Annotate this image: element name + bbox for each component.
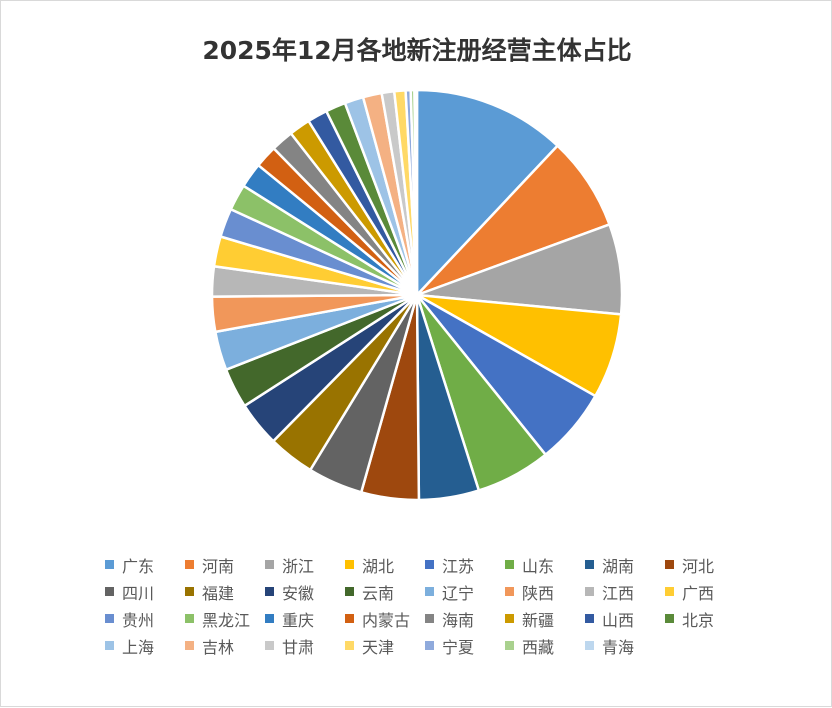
legend-label: 陕西 [522,583,555,603]
legend-swatch [585,641,594,650]
legend-item: 山东 [505,551,585,578]
legend-label: 山东 [522,556,555,576]
legend-item: 辽宁 [425,578,505,605]
legend-label: 山西 [602,610,635,630]
legend-item: 广西 [665,578,745,605]
legend-item: 海南 [425,605,505,632]
legend-label: 广西 [682,583,715,603]
legend-item: 陕西 [505,578,585,605]
legend-label: 新疆 [522,610,555,630]
legend-item: 浙江 [265,551,345,578]
legend-item: 湖北 [345,551,425,578]
legend-swatch [185,614,194,623]
legend-swatch [265,641,274,650]
legend-label: 河北 [682,556,715,576]
legend-item: 河北 [665,551,745,578]
legend-label: 湖北 [362,556,395,576]
legend-label: 黑龙江 [202,610,251,630]
legend-item: 江苏 [425,551,505,578]
legend-swatch [425,560,434,569]
legend: 广东 河南 浙江 湖北 江苏 山东 湖南 河北四川 福建 安徽 云南 辽宁 陕西 江西 广西贵州 黑龙江 重庆 内… [105,551,745,659]
legend-label: 福建 [202,583,235,603]
legend-swatch [505,641,514,650]
legend-item: 北京 [665,605,745,632]
legend-label: 河南 [202,556,235,576]
legend-item: 黑龙江 [185,605,265,632]
legend-item: 宁夏 [425,632,505,659]
legend-swatch [105,641,114,650]
legend-label: 北京 [682,610,715,630]
legend-item: 吉林 [185,632,265,659]
legend-swatch [105,560,114,569]
pie-slice-青海 [413,88,419,297]
legend-swatch [585,587,594,596]
legend-swatch [105,587,114,596]
legend-label: 天津 [362,637,395,657]
legend-swatch [105,614,114,623]
legend-swatch [185,587,194,596]
chart-title: 2025年12月各地新注册经营主体占比 [202,36,632,65]
legend-swatch [665,587,674,596]
legend-item: 青海 [585,632,665,659]
legend-swatch [665,614,674,623]
legend-label: 西藏 [522,637,555,657]
legend-item: 四川 [105,578,185,605]
legend-item: 广东 [105,551,185,578]
legend-item: 安徽 [265,578,345,605]
legend-item: 湖南 [585,551,665,578]
legend-label: 重庆 [282,610,315,630]
legend-label: 内蒙古 [362,610,411,630]
legend-label: 贵州 [122,610,155,630]
legend-item: 江西 [585,578,665,605]
legend-swatch [505,587,514,596]
legend-item: 上海 [105,632,185,659]
legend-swatch [665,560,674,569]
legend-item: 重庆 [265,605,345,632]
legend-swatch [185,560,194,569]
legend-label: 云南 [362,583,395,603]
legend-item: 河南 [185,551,265,578]
legend-item: 甘肃 [265,632,345,659]
legend-item: 天津 [345,632,425,659]
legend-item: 福建 [185,578,265,605]
legend-label: 江苏 [442,556,475,576]
legend-swatch [345,560,354,569]
legend-label: 海南 [442,610,475,630]
legend-label: 宁夏 [442,637,475,657]
legend-label: 吉林 [202,637,235,657]
legend-item: 云南 [345,578,425,605]
legend-label: 广东 [122,556,155,576]
legend-item: 西藏 [505,632,585,659]
legend-label: 安徽 [282,583,315,603]
legend-swatch [425,587,434,596]
legend-label: 江西 [602,583,635,603]
legend-swatch [345,641,354,650]
legend-swatch [265,614,274,623]
legend-swatch [265,560,274,569]
legend-label: 甘肃 [282,637,315,657]
legend-item: 山西 [585,605,665,632]
legend-swatch [185,641,194,650]
legend-label: 辽宁 [442,583,475,603]
legend-swatch [505,560,514,569]
legend-swatch [585,560,594,569]
legend-swatch [265,587,274,596]
legend-label: 湖南 [602,556,635,576]
legend-item: 内蒙古 [345,605,425,632]
legend-item: 新疆 [505,605,585,632]
pie-slice-广东 [415,88,559,297]
legend-label: 上海 [122,637,155,657]
legend-item: 贵州 [105,605,185,632]
legend-swatch [585,614,594,623]
legend-swatch [345,587,354,596]
legend-swatch [425,641,434,650]
legend-swatch [345,614,354,623]
legend-swatch [505,614,514,623]
legend-swatch [425,614,434,623]
legend-label: 四川 [122,583,155,603]
legend-label: 青海 [602,637,635,657]
legend-label: 浙江 [282,556,315,576]
